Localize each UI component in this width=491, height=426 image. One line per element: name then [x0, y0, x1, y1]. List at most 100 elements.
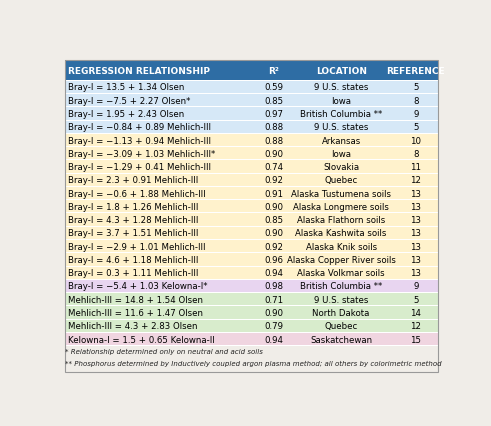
- Bar: [65, 82, 259, 94]
- Bar: [289, 135, 393, 147]
- Bar: [65, 280, 259, 292]
- Text: Quebec: Quebec: [325, 176, 358, 185]
- Text: 0.98: 0.98: [265, 282, 283, 291]
- Text: 8: 8: [413, 97, 418, 106]
- Bar: [65, 305, 438, 307]
- Text: Alaska Tustumena soils: Alaska Tustumena soils: [291, 189, 391, 198]
- Text: 0.90: 0.90: [265, 229, 283, 238]
- Bar: [289, 61, 393, 82]
- Text: 0.94: 0.94: [265, 268, 283, 278]
- Bar: [393, 174, 438, 187]
- Text: Bray-I = −0.84 + 0.89 Mehlich-III: Bray-I = −0.84 + 0.89 Mehlich-III: [68, 123, 211, 132]
- Bar: [289, 307, 393, 319]
- Bar: [289, 227, 393, 239]
- Bar: [65, 174, 259, 187]
- Text: Alaska Knik soils: Alaska Knik soils: [305, 242, 377, 251]
- Text: 9: 9: [413, 282, 418, 291]
- Bar: [393, 61, 438, 82]
- Text: 0.88: 0.88: [265, 123, 284, 132]
- Bar: [65, 121, 259, 134]
- Bar: [289, 320, 393, 332]
- Text: Bray-I = 4.3 + 1.28 Mehlich-III: Bray-I = 4.3 + 1.28 Mehlich-III: [68, 216, 198, 225]
- Text: Iowa: Iowa: [331, 97, 351, 106]
- Bar: [65, 147, 438, 148]
- Bar: [393, 214, 438, 226]
- Bar: [259, 121, 289, 134]
- Bar: [65, 240, 259, 253]
- Text: * Relationship determined only on neutral and acid soils: * Relationship determined only on neutra…: [65, 348, 263, 354]
- Bar: [393, 121, 438, 134]
- Text: 13: 13: [410, 229, 421, 238]
- Text: 12: 12: [410, 176, 421, 185]
- Text: Bray-I = 4.6 + 1.18 Mehlich-III: Bray-I = 4.6 + 1.18 Mehlich-III: [68, 255, 198, 264]
- Text: 13: 13: [410, 189, 421, 198]
- Text: Bray-I = 1.95 + 2.43 Olsen: Bray-I = 1.95 + 2.43 Olsen: [68, 110, 184, 119]
- Text: 5: 5: [413, 295, 418, 304]
- Bar: [65, 148, 259, 160]
- Bar: [65, 332, 438, 333]
- Bar: [259, 214, 289, 226]
- Bar: [65, 160, 438, 161]
- Bar: [289, 174, 393, 187]
- Bar: [259, 95, 289, 107]
- Bar: [259, 135, 289, 147]
- Bar: [65, 108, 259, 121]
- Text: 8: 8: [413, 150, 418, 158]
- Bar: [259, 254, 289, 266]
- Bar: [65, 201, 259, 213]
- Bar: [393, 161, 438, 173]
- Text: REFERENCE: REFERENCE: [386, 67, 445, 76]
- Bar: [65, 173, 438, 174]
- Text: 5: 5: [413, 123, 418, 132]
- Text: Bray-I = −3.09 + 1.03 Mehlich-III*: Bray-I = −3.09 + 1.03 Mehlich-III*: [68, 150, 215, 158]
- Text: Bray-I = 1.8 + 1.26 Mehlich-III: Bray-I = 1.8 + 1.26 Mehlich-III: [68, 202, 198, 211]
- Bar: [393, 108, 438, 121]
- Text: Bray-I = −5.4 + 1.03 Kelowna-I*: Bray-I = −5.4 + 1.03 Kelowna-I*: [68, 282, 207, 291]
- Text: 15: 15: [410, 335, 421, 344]
- Bar: [289, 294, 393, 305]
- Text: 13: 13: [410, 268, 421, 278]
- Bar: [65, 135, 259, 147]
- Bar: [65, 307, 259, 319]
- Bar: [65, 213, 438, 214]
- Bar: [65, 107, 438, 108]
- Text: 10: 10: [410, 136, 421, 145]
- Bar: [393, 201, 438, 213]
- Text: Mehlich-III = 4.3 + 2.83 Olsen: Mehlich-III = 4.3 + 2.83 Olsen: [68, 322, 197, 331]
- Text: 0.71: 0.71: [265, 295, 284, 304]
- Text: Iowa: Iowa: [331, 150, 351, 158]
- Text: REGRESSION RELATIONSHIP: REGRESSION RELATIONSHIP: [68, 67, 210, 76]
- Bar: [65, 94, 438, 95]
- Text: 0.97: 0.97: [265, 110, 283, 119]
- Bar: [65, 134, 438, 135]
- Text: Bray-I = 13.5 + 1.34 Olsen: Bray-I = 13.5 + 1.34 Olsen: [68, 83, 184, 92]
- Text: Quebec: Quebec: [325, 322, 358, 331]
- Bar: [259, 294, 289, 305]
- Bar: [259, 148, 289, 160]
- Text: Bray-I = 3.7 + 1.51 Mehlich-III: Bray-I = 3.7 + 1.51 Mehlich-III: [68, 229, 198, 238]
- Text: British Columbia **: British Columbia **: [300, 110, 382, 119]
- Bar: [393, 135, 438, 147]
- Text: 5: 5: [413, 83, 418, 92]
- Text: Bray-I = −1.13 + 0.94 Mehlich-III: Bray-I = −1.13 + 0.94 Mehlich-III: [68, 136, 211, 145]
- Text: North Dakota: North Dakota: [312, 308, 370, 317]
- Text: 0.94: 0.94: [265, 335, 283, 344]
- Text: 11: 11: [410, 163, 421, 172]
- Bar: [393, 254, 438, 266]
- Text: Bray-I = 0.3 + 1.11 Mehlich-III: Bray-I = 0.3 + 1.11 Mehlich-III: [68, 268, 198, 278]
- Bar: [393, 82, 438, 94]
- Bar: [393, 148, 438, 160]
- Text: Alaska Copper River soils: Alaska Copper River soils: [287, 255, 396, 264]
- Bar: [393, 95, 438, 107]
- Text: Bray-I = −7.5 + 2.27 Olsen*: Bray-I = −7.5 + 2.27 Olsen*: [68, 97, 190, 106]
- Text: 0.59: 0.59: [265, 83, 283, 92]
- Bar: [65, 214, 259, 226]
- Bar: [289, 82, 393, 94]
- Bar: [65, 161, 259, 173]
- Text: British Columbia **: British Columbia **: [300, 282, 382, 291]
- Bar: [65, 320, 259, 332]
- Bar: [259, 227, 289, 239]
- Text: Mehlich-III = 14.8 + 1.54 Olsen: Mehlich-III = 14.8 + 1.54 Olsen: [68, 295, 203, 304]
- Bar: [65, 253, 438, 254]
- Bar: [393, 240, 438, 253]
